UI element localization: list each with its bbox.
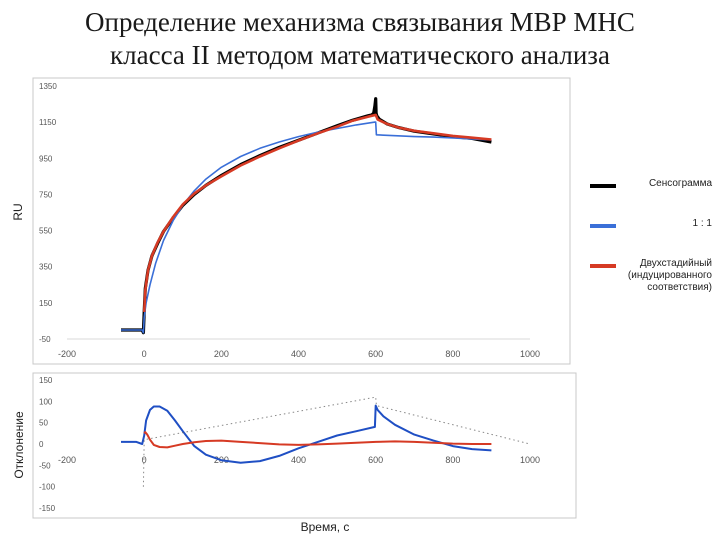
x-tick-label-1-4: 600	[368, 455, 383, 465]
y-tick-label-0-0: -50	[39, 335, 51, 344]
x-tick-label-0-0: -200	[58, 349, 76, 359]
legend-swatch-sensogram	[590, 184, 616, 188]
y-tick-label-1-0: -150	[39, 504, 56, 513]
y-tick-label-0-2: 350	[39, 263, 53, 272]
y-axis-label-top: RU	[11, 203, 25, 221]
y-tick-label-1-2: -50	[39, 461, 51, 470]
y-tick-label-0-1: 150	[39, 299, 53, 308]
chart-frame-0	[32, 77, 571, 365]
legend-label-two-step: Двухстадийный (индуцированного соответст…	[627, 258, 712, 293]
y-tick-label-1-5: 100	[39, 397, 53, 406]
legend-swatch-1-1	[590, 224, 616, 228]
x-tick-label-1-1: 0	[142, 455, 147, 465]
x-tick-label-1-0: -200	[58, 455, 76, 465]
y-tick-label-1-1: -100	[39, 483, 56, 492]
x-tick-label-0-2: 200	[214, 349, 229, 359]
legend-item-two-step: Двухстадийный (индуцированного соответст…	[588, 258, 716, 298]
y-tick-label-1-6: 150	[39, 376, 53, 385]
y-tick-label-0-5: 950	[39, 154, 53, 163]
legend: Сенсограмма 1 : 1 Двухстадийный (индуцир…	[588, 178, 716, 298]
legend-label-1-1: 1 : 1	[692, 218, 712, 229]
title-line-1: Определение механизма связывания МВР МНС	[85, 7, 635, 37]
legend-item-sensogram: Сенсограмма	[588, 178, 716, 218]
y-tick-label-0-4: 750	[39, 190, 53, 199]
x-tick-label-1-3: 400	[291, 455, 306, 465]
x-tick-label-0-4: 600	[368, 349, 383, 359]
y-tick-label-1-3: 0	[39, 440, 44, 449]
series-line-0-2	[142, 113, 492, 312]
y-axis-label-bottom: Отклонение	[12, 411, 26, 479]
page-title: Определение механизма связывания МВР МНС…	[40, 6, 680, 72]
legend-label-sensogram: Сенсограмма	[648, 178, 712, 189]
x-tick-label-1-6: 1000	[520, 455, 540, 465]
y-tick-label-0-7: 1350	[39, 82, 57, 91]
legend-item-1-1: 1 : 1	[588, 218, 716, 258]
y-tick-label-1-4: 50	[39, 419, 48, 428]
x-axis-label: Время, с	[300, 520, 350, 534]
title-line-2: класса II методом математического анализ…	[110, 40, 610, 70]
chart-panel-0: -50 150 350 550 750 950 1150 1350 -200 0 200 400 600…	[32, 77, 571, 365]
series-line-0-1	[121, 121, 492, 334]
legend-swatch-two-step	[590, 264, 616, 268]
x-tick-label-0-3: 400	[291, 349, 306, 359]
y-tick-label-0-3: 550	[39, 227, 53, 236]
y-tick-label-0-6: 1150	[39, 118, 57, 127]
x-tick-label-0-5: 800	[445, 349, 460, 359]
series-line-1-0	[121, 404, 492, 464]
x-tick-label-1-5: 800	[445, 455, 460, 465]
x-tick-label-0-6: 1000	[520, 349, 540, 359]
x-tick-label-0-1: 0	[142, 349, 147, 359]
series-line-1-1	[143, 431, 492, 449]
